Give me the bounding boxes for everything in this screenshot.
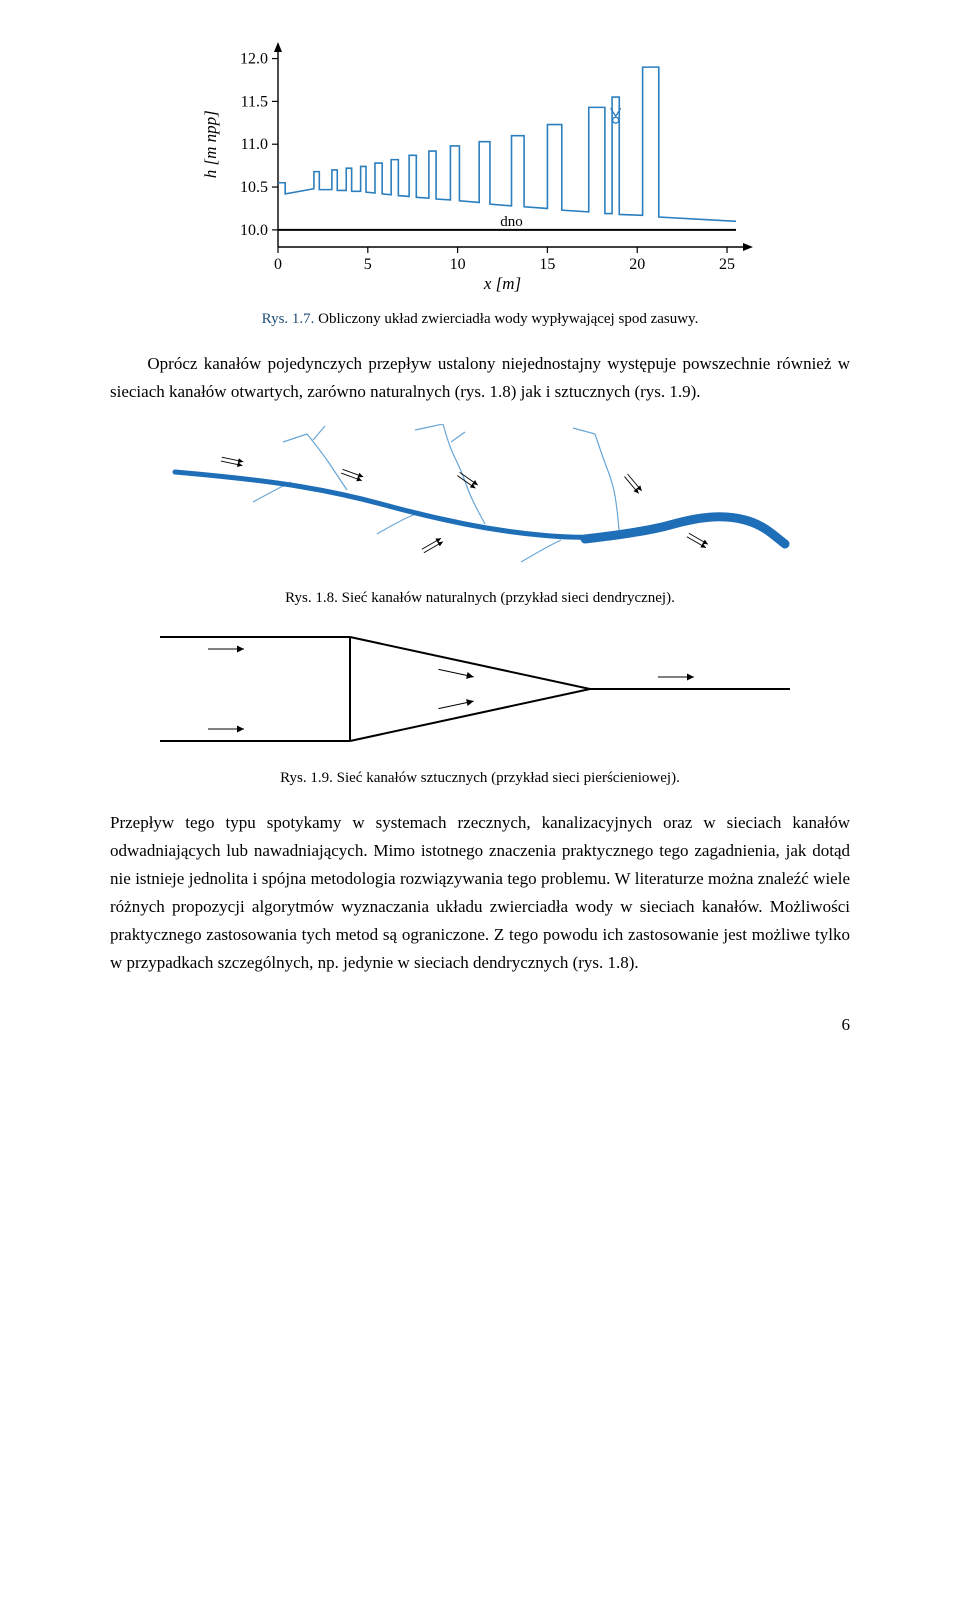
water-surface-chart: 0 5 10 15 20 25 10.0 10.5 11.0 11.5 12.0 x [m] h [m … <box>110 40 850 295</box>
caption-3-text: Sieć kanałów sztucznych (przykład sieci … <box>333 770 680 786</box>
paragraph-1: Oprócz kanałów pojedynczych przepływ ust… <box>110 350 850 406</box>
caption-1-text: Obliczony układ zwierciadła wody wypływa… <box>314 311 698 327</box>
svg-text:11.0: 11.0 <box>241 136 268 153</box>
caption-2-label: Rys. 1.8. <box>285 590 338 606</box>
svg-text:5: 5 <box>364 256 372 273</box>
svg-text:dno: dno <box>500 214 523 230</box>
dendritic-network-figure <box>110 424 850 574</box>
caption-2-text: Sieć kanałów naturalnych (przykład sieci… <box>338 590 675 606</box>
chart-svg: 0 5 10 15 20 25 10.0 10.5 11.0 11.5 12.0 x [m] h [m … <box>200 40 760 295</box>
caption-3-label: Rys. 1.9. <box>280 770 333 786</box>
caption-3: Rys. 1.9. Sieć kanałów sztucznych (przyk… <box>110 770 850 787</box>
svg-text:10.0: 10.0 <box>240 222 268 239</box>
ring-network-svg <box>160 629 800 754</box>
page-number: 6 <box>110 995 850 1035</box>
caption-1-label: Rys. 1.7. <box>262 311 315 327</box>
svg-text:0: 0 <box>274 256 282 273</box>
svg-text:12.0: 12.0 <box>240 51 268 68</box>
svg-text:10.5: 10.5 <box>240 179 268 196</box>
svg-text:11.5: 11.5 <box>241 93 268 110</box>
svg-text:x [m]: x [m] <box>483 274 521 293</box>
ring-network-figure <box>110 629 850 754</box>
svg-text:10: 10 <box>450 256 466 273</box>
svg-text:15: 15 <box>539 256 555 273</box>
caption-1: Rys. 1.7. Obliczony układ zwierciadła wo… <box>110 311 850 328</box>
caption-2: Rys. 1.8. Sieć kanałów naturalnych (przy… <box>110 590 850 607</box>
svg-text:20: 20 <box>629 256 645 273</box>
svg-text:25: 25 <box>719 256 735 273</box>
svg-text:h [m npp]: h [m npp] <box>201 110 220 178</box>
dendritic-network-svg <box>165 424 795 574</box>
paragraph-2: Przepływ tego typu spotykamy w systemach… <box>110 809 850 977</box>
